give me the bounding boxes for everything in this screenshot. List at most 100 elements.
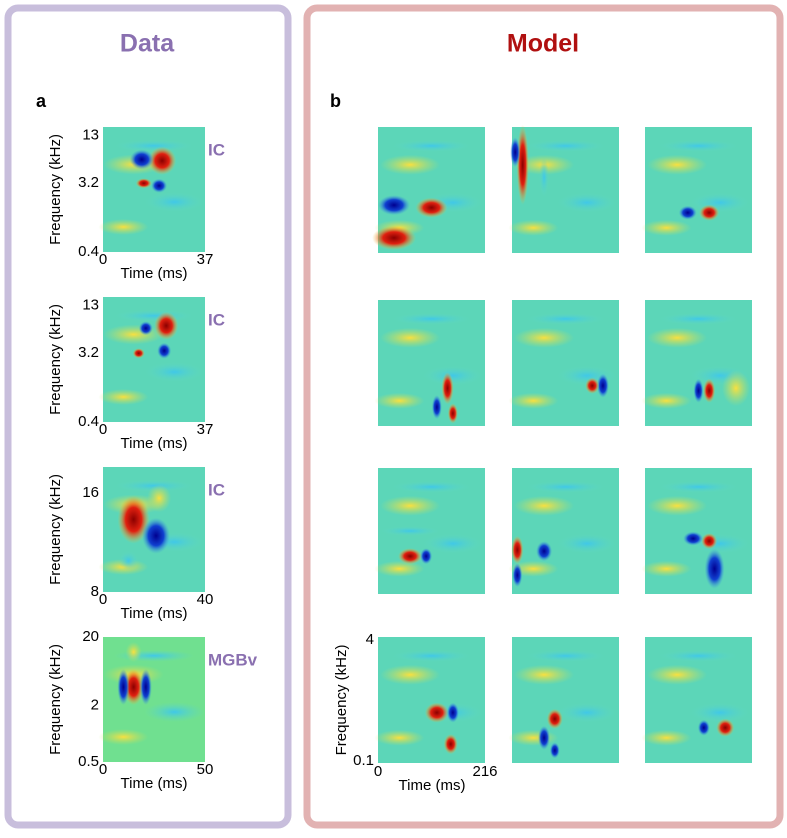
panel-title: Model <box>507 30 579 58</box>
heatmap-blob <box>154 311 179 340</box>
panel-label: a <box>36 91 47 111</box>
heatmap-blob <box>658 312 739 325</box>
heatmap-blob <box>144 192 205 212</box>
heatmap-blob <box>658 139 739 152</box>
x-tick-label: 0 <box>99 591 107 608</box>
y-tick-label: 0.1 <box>353 752 374 769</box>
heatmap-blob <box>132 348 145 359</box>
heatmap-blob <box>424 702 449 723</box>
heatmap-blob <box>658 649 739 662</box>
model-frame <box>303 4 784 829</box>
y-tick-label: 0.5 <box>78 753 99 770</box>
heatmap-blob <box>374 729 425 746</box>
y-tick-label: 4 <box>366 631 374 648</box>
heatmap-blob <box>701 533 718 550</box>
y-tick-label: 3.2 <box>78 174 99 191</box>
heatmap-blob <box>647 495 708 516</box>
heatmap-blob <box>422 365 483 386</box>
heatmap-blob <box>144 362 205 382</box>
heatmap-blob <box>699 204 720 221</box>
heatmap-blob <box>516 124 529 205</box>
heatmap-blob <box>135 178 152 189</box>
heatmap-blob <box>443 734 458 755</box>
heatmap-blob <box>144 702 205 722</box>
y-tick-label: 20 <box>82 628 99 645</box>
heatmap-blob <box>511 535 524 564</box>
y-tick-label: 8 <box>91 583 99 600</box>
heatmap-blob <box>138 321 153 336</box>
heatmap-blob <box>556 533 617 554</box>
heatmap-blob <box>508 729 559 746</box>
heatmap-blob <box>391 312 472 325</box>
heatmap-blob <box>398 548 423 565</box>
heatmap-blob <box>525 139 606 152</box>
y-axis-label: Frequency (kHz) <box>47 644 64 755</box>
heatmap-blob <box>596 373 609 398</box>
heatmap-blob <box>693 378 704 403</box>
y-tick-label: 2 <box>91 697 99 714</box>
heatmap-blob <box>641 729 692 746</box>
heatmap-blob <box>721 370 750 407</box>
x-tick-label: 0 <box>374 763 382 780</box>
heatmap-blob <box>422 533 483 554</box>
heatmap-blob <box>549 742 560 759</box>
heatmap-blob <box>446 702 459 723</box>
x-tick-label: 37 <box>197 421 214 438</box>
heatmap-blob <box>420 548 433 565</box>
heatmap-blob <box>431 395 442 420</box>
heatmap-blob <box>556 192 617 213</box>
x-tick-label: 40 <box>197 591 214 608</box>
heatmap-blob <box>117 669 130 705</box>
heatmap-blob <box>447 403 458 424</box>
x-axis-label: Time (ms) <box>121 265 188 282</box>
y-tick-label: 13 <box>82 297 99 314</box>
heatmap-blob <box>151 178 168 193</box>
y-axis-label: Frequency (kHz) <box>47 134 64 245</box>
heatmap-blob <box>539 157 550 198</box>
y-axis-label: Frequency (kHz) <box>47 304 64 415</box>
y-tick-label: 0.4 <box>78 413 99 430</box>
heatmap-blob <box>525 312 606 325</box>
heatmap-blob <box>117 495 150 544</box>
heatmap-blob <box>372 225 417 250</box>
y-tick-label: 0.4 <box>78 243 99 260</box>
heatmap-blob <box>647 154 708 175</box>
heatmap-blob <box>380 664 441 685</box>
heatmap-blob <box>380 526 441 536</box>
heatmap-blob <box>689 702 750 723</box>
x-tick-label: 0 <box>99 251 107 268</box>
heatmap-blob <box>641 219 692 236</box>
y-tick-label: 3.2 <box>78 344 99 361</box>
heatmap-blob <box>380 154 441 175</box>
heatmap-blob <box>441 372 454 405</box>
heatmap-blob <box>157 342 172 359</box>
heatmap-blob <box>415 197 448 218</box>
heatmap-blob <box>512 563 523 588</box>
heatmap-blob <box>641 560 692 577</box>
heatmap-blob <box>98 219 149 235</box>
heatmap-blob <box>689 192 750 213</box>
heatmap-blob <box>697 719 710 736</box>
heatmap-blob <box>538 725 551 750</box>
heatmap-blob <box>118 550 139 571</box>
heatmap-blob <box>125 642 142 662</box>
region-label: IC <box>208 310 225 329</box>
panel-label: b <box>330 91 341 111</box>
heatmap-blob <box>514 495 575 516</box>
heatmap-blob <box>510 137 521 168</box>
heatmap-blob <box>380 327 441 348</box>
heatmap-blob <box>585 377 600 394</box>
x-tick-label: 50 <box>197 761 214 778</box>
heatmap-blob <box>525 649 606 662</box>
heatmap-blob <box>546 708 563 729</box>
heatmap-blob <box>514 327 575 348</box>
x-axis-label: Time (ms) <box>399 777 466 794</box>
heatmap-blob <box>678 205 697 220</box>
heatmap-blob <box>508 219 559 236</box>
x-tick-label: 216 <box>472 763 497 780</box>
y-axis-label: Frequency (kHz) <box>47 474 64 585</box>
heatmap-blob <box>514 664 575 685</box>
region-label: IC <box>208 480 225 499</box>
heatmap-blob <box>391 480 472 493</box>
